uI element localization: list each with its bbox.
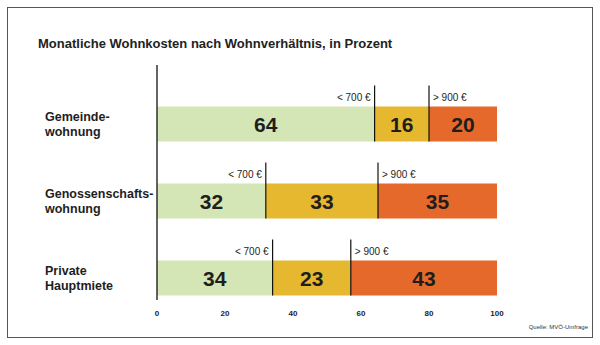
tick-label: 100 xyxy=(490,309,504,318)
data-label: 20 xyxy=(451,113,474,136)
category-line: Genossenschafts- xyxy=(45,187,153,201)
boundary-line xyxy=(265,163,266,219)
labels: 64 16 20 < 700 € > 900 € 32 33 35 < 700 € > 900 €… xyxy=(200,86,475,296)
tick-label: 0 xyxy=(155,309,160,318)
category-label: Genossenschafts-wohnung xyxy=(44,187,153,216)
data-label: 23 xyxy=(300,267,323,290)
title: Monatliche Wohnkosten nach Wohnverhältni… xyxy=(38,36,393,51)
bar-segment xyxy=(157,107,375,142)
data-label: 33 xyxy=(310,190,333,213)
category-line: Hauptmiete xyxy=(45,279,113,293)
source: Quelle: MVÖ-Umfrage xyxy=(529,324,589,330)
boundary-line xyxy=(374,86,375,142)
bars xyxy=(157,107,497,296)
tick-label: 20 xyxy=(221,309,230,318)
category-line: wohnung xyxy=(44,125,101,139)
data-label: 16 xyxy=(390,113,413,136)
category-label: PrivateHauptmiete xyxy=(45,264,113,293)
category-line: Gemeinde- xyxy=(45,110,110,124)
bar-segment xyxy=(429,107,497,142)
data-label: 64 xyxy=(254,113,278,136)
boundary-line xyxy=(350,240,351,296)
series-label: > 900 € xyxy=(433,92,467,103)
data-label: 35 xyxy=(426,190,450,213)
boundary-line xyxy=(377,163,378,219)
tick-label: 40 xyxy=(289,309,298,318)
category-label: Gemeinde-wohnung xyxy=(44,110,110,139)
boundary-line xyxy=(428,86,429,142)
bar-segment xyxy=(266,184,378,219)
bar-segment xyxy=(378,184,497,219)
tick-label: 60 xyxy=(357,309,366,318)
bar-segment xyxy=(273,261,351,296)
bar-segment xyxy=(157,261,273,296)
category-line: Private xyxy=(45,264,87,278)
boundary-line xyxy=(272,240,273,296)
data-label: 34 xyxy=(203,267,227,290)
bar-segment xyxy=(375,107,429,142)
series-label: > 900 € xyxy=(355,246,389,257)
series-label: < 700 € xyxy=(235,246,269,257)
frame xyxy=(8,8,593,338)
series-label: < 700 € xyxy=(337,92,371,103)
series-label: > 900 € xyxy=(382,169,416,180)
category-line: wohnung xyxy=(44,202,101,216)
bar-segment xyxy=(157,184,266,219)
data-label: 32 xyxy=(200,190,223,213)
chart: Monatliche Wohnkosten nach Wohnverhältni… xyxy=(0,0,600,345)
tick-label: 80 xyxy=(425,309,434,318)
axis-line xyxy=(156,65,157,300)
data-label: 43 xyxy=(412,267,435,290)
series-label: < 700 € xyxy=(228,169,262,180)
bar-segment xyxy=(351,261,497,296)
